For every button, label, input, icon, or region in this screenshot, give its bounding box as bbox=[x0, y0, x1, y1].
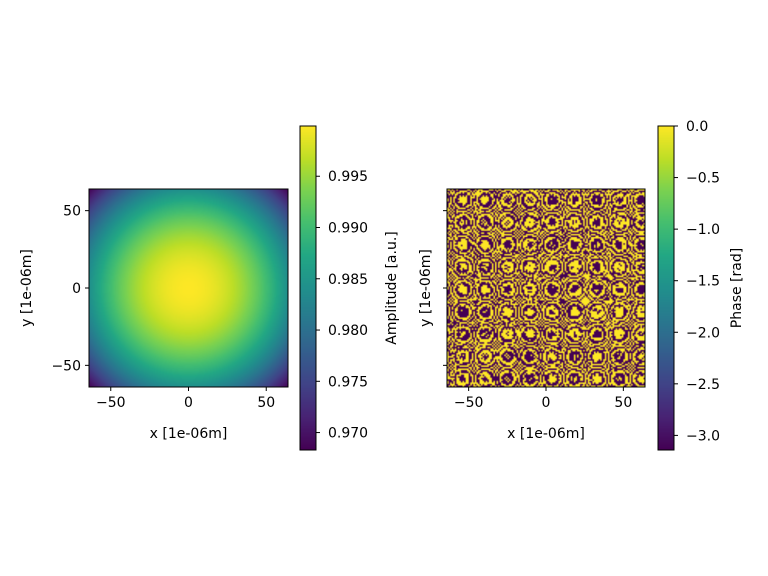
x-tick-label: −50 bbox=[96, 395, 126, 411]
amplitude-colorbar-frame bbox=[299, 125, 317, 451]
amplitude-y-axis-label: y [1e-06m] bbox=[19, 249, 35, 327]
phase-colorbar-frame bbox=[657, 125, 675, 451]
amplitude-colorbar: 0.970 0.975 0.980 0.985 0.990 0.995 Amplitude… bbox=[299, 125, 400, 451]
phase-y-ticks bbox=[443, 210, 447, 366]
colorbar-tick-label: −0.5 bbox=[686, 171, 720, 187]
y-tick-label: −50 bbox=[51, 358, 81, 374]
y-tick-label: 50 bbox=[63, 204, 81, 220]
phase-plot: −50 0 50 x [1e-06m] y [1e-06m] bbox=[418, 188, 646, 442]
colorbar-tick-label: 0.0 bbox=[686, 119, 708, 135]
colorbar-tick-label: 0.975 bbox=[328, 374, 368, 390]
colorbar-tick-label: −2.5 bbox=[686, 377, 720, 393]
colorbar-tick-label: 0.995 bbox=[328, 169, 368, 185]
amplitude-colorbar-gradient bbox=[300, 126, 316, 450]
colorbar-tick-label: −2.0 bbox=[686, 325, 720, 341]
phase-colorbar: 0.0 −0.5 −1.0 −1.5 −2.0 −2.5 −3.0 Phase [rad] bbox=[657, 119, 745, 451]
colorbar-tick-label: 0.970 bbox=[328, 426, 368, 442]
phase-colorbar-gradient bbox=[658, 126, 674, 450]
amplitude-colorbar-ticks: 0.970 0.975 0.980 0.985 0.990 0.995 bbox=[316, 169, 368, 442]
y-tick-label: 0 bbox=[72, 281, 81, 297]
phase-x-ticks: −50 0 50 bbox=[454, 387, 632, 411]
colorbar-tick-label: 0.990 bbox=[328, 221, 368, 237]
x-tick-label: 0 bbox=[542, 395, 551, 411]
phase-heatmap bbox=[447, 189, 645, 387]
x-tick-label: 0 bbox=[184, 395, 193, 411]
colorbar-tick-label: −1.0 bbox=[686, 222, 720, 238]
colorbar-tick-label: −1.5 bbox=[686, 274, 720, 290]
amplitude-x-ticks: −50 0 50 bbox=[96, 387, 275, 411]
colorbar-tick-label: 0.985 bbox=[328, 272, 368, 288]
phase-y-axis-label: y [1e-06m] bbox=[418, 249, 434, 327]
colorbar-tick-label: 0.980 bbox=[328, 323, 368, 339]
amplitude-x-axis-label: x [1e-06m] bbox=[150, 426, 228, 442]
x-tick-label: 50 bbox=[257, 395, 275, 411]
x-tick-label: 50 bbox=[614, 395, 632, 411]
phase-colorbar-label: Phase [rad] bbox=[729, 248, 745, 328]
phase-colorbar-ticks: 0.0 −0.5 −1.0 −1.5 −2.0 −2.5 −3.0 bbox=[674, 119, 720, 444]
amplitude-plot: −50 0 50 −50 0 50 x [1e-06m] y [1e-06m] bbox=[19, 188, 289, 442]
amplitude-colorbar-label: Amplitude [a.u.] bbox=[384, 231, 400, 344]
colorbar-tick-label: −3.0 bbox=[686, 428, 720, 444]
phase-x-axis-label: x [1e-06m] bbox=[507, 426, 585, 442]
x-tick-label: −50 bbox=[454, 395, 484, 411]
amplitude-y-ticks: −50 0 50 bbox=[51, 204, 89, 374]
amplitude-heatmap bbox=[89, 189, 288, 387]
